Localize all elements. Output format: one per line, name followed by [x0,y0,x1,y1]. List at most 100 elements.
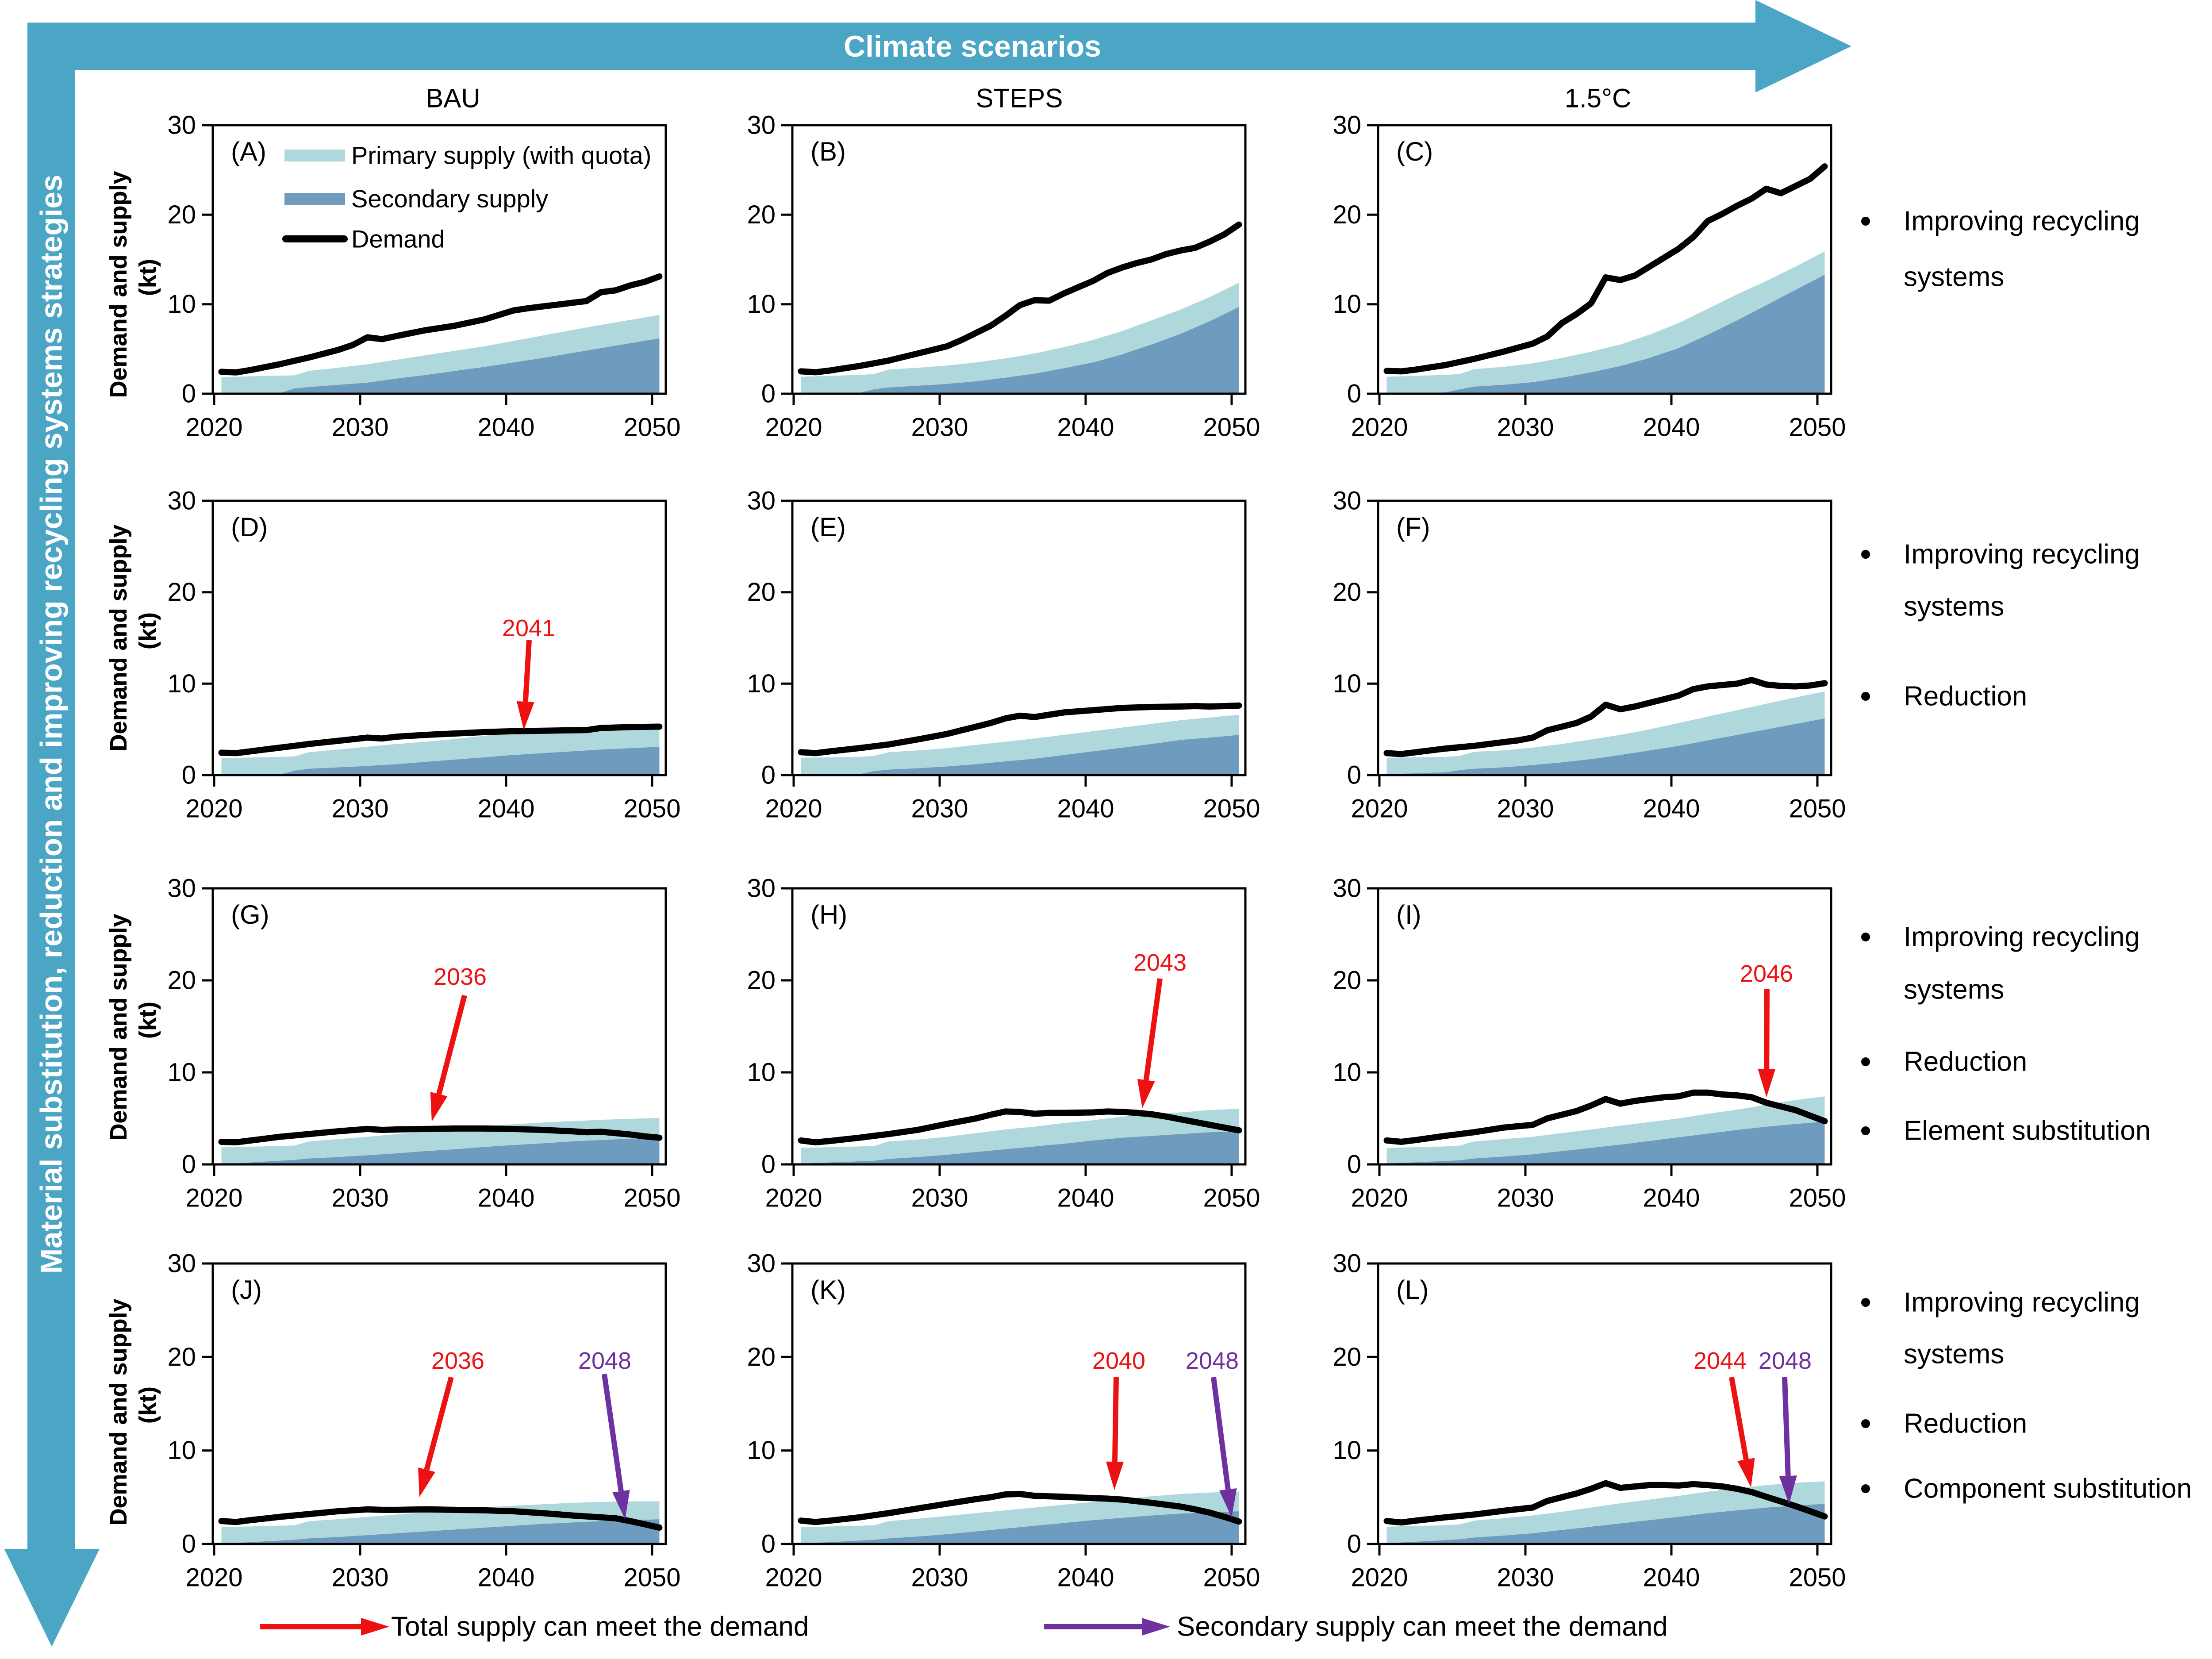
svg-text:2030: 2030 [331,1563,388,1592]
svg-text:Improving recycling: Improving recycling [1904,539,2140,570]
svg-text:Element substitution: Element substitution [1904,1116,2151,1146]
svg-text:20: 20 [747,578,776,607]
svg-text:2030: 2030 [1497,1184,1554,1213]
svg-text:(kt): (kt) [134,259,161,296]
svg-text:10: 10 [1333,669,1361,698]
svg-text:2048: 2048 [578,1348,631,1374]
svg-text:2050: 2050 [623,1184,680,1213]
svg-text:(D): (D) [231,512,268,542]
svg-text:(kt): (kt) [134,1386,161,1424]
svg-text:2040: 2040 [1057,1184,1114,1213]
svg-text:2020: 2020 [1351,1184,1408,1213]
svg-text:2040: 2040 [1643,795,1700,823]
svg-text:Demand and supply: Demand and supply [105,524,132,751]
svg-text:2030: 2030 [331,413,388,442]
svg-text:0: 0 [761,1150,776,1179]
svg-text:Demand and supply: Demand and supply [105,1298,132,1525]
svg-text:0: 0 [761,1530,776,1559]
svg-text:2020: 2020 [1351,1563,1408,1592]
svg-text:30: 30 [167,1249,196,1278]
svg-text:Reduction: Reduction [1904,1409,2027,1439]
svg-text:Improving recycling: Improving recycling [1904,1287,2140,1318]
svg-text:20: 20 [747,1343,776,1371]
svg-text:2030: 2030 [1497,1563,1554,1592]
svg-text:30: 30 [747,1249,776,1278]
svg-text:2044: 2044 [1694,1348,1747,1374]
svg-text:2020: 2020 [765,795,822,823]
svg-text:10: 10 [1333,290,1361,319]
svg-text:Total supply can meet the dema: Total supply can meet the demand [391,1612,809,1642]
svg-text:2050: 2050 [1789,413,1846,442]
svg-text:2040: 2040 [1643,413,1700,442]
svg-text:30: 30 [747,487,776,515]
svg-text:(kt): (kt) [134,259,161,296]
svg-text:2050: 2050 [623,795,680,823]
svg-text:(kt): (kt) [134,1386,161,1424]
svg-text:Climate scenarios: Climate scenarios [844,30,1101,63]
svg-text:(kt): (kt) [134,1386,161,1424]
svg-text:Component substitution: Component substitution [1904,1474,2192,1504]
svg-text:2040: 2040 [1057,795,1114,823]
svg-text:20: 20 [747,200,776,229]
svg-text:(K): (K) [810,1275,846,1305]
svg-text:2030: 2030 [1497,413,1554,442]
svg-text:30: 30 [167,111,196,140]
svg-text:Demand and supply: Demand and supply [105,914,132,1141]
svg-text:2050: 2050 [1789,1184,1846,1213]
svg-text:(L): (L) [1396,1275,1429,1305]
svg-text:2050: 2050 [1203,1184,1260,1213]
svg-text:2040: 2040 [1092,1348,1145,1374]
svg-text:20: 20 [1333,966,1361,995]
svg-text:20: 20 [167,966,196,995]
svg-text:2040: 2040 [477,1563,534,1592]
svg-text:0: 0 [1347,1530,1361,1559]
svg-text:10: 10 [747,669,776,698]
svg-text:2040: 2040 [477,413,534,442]
svg-text:20: 20 [167,1343,196,1371]
svg-text:Reduction: Reduction [1904,1047,2027,1077]
svg-text:10: 10 [167,1436,196,1465]
svg-text:2043: 2043 [1133,949,1187,976]
svg-text:2048: 2048 [1186,1348,1239,1374]
svg-text:(kt): (kt) [134,1002,161,1039]
svg-text:2030: 2030 [911,795,968,823]
svg-text:(kt): (kt) [134,612,161,649]
svg-text:2050: 2050 [1789,1563,1846,1592]
svg-text:2050: 2050 [1203,1563,1260,1592]
svg-text:(B): (B) [810,137,846,166]
svg-text:(A): (A) [231,137,266,166]
svg-text:(I): (I) [1396,900,1421,929]
svg-text:0: 0 [182,380,196,408]
svg-text:30: 30 [747,111,776,140]
svg-text:Demand and supply: Demand and supply [105,524,132,751]
svg-text:30: 30 [1333,874,1361,903]
svg-text:Improving recycling: Improving recycling [1904,922,2140,952]
svg-text:10: 10 [1333,1436,1361,1465]
svg-text:2040: 2040 [477,1184,534,1213]
svg-text:Demand: Demand [351,225,445,253]
svg-text:0: 0 [1347,1150,1361,1179]
svg-text:Demand and supply: Demand and supply [105,914,132,1141]
svg-text:(E): (E) [810,512,846,542]
svg-text:30: 30 [1333,111,1361,140]
svg-text:(J): (J) [231,1275,262,1305]
svg-text:(H): (H) [810,900,847,929]
svg-text:(kt): (kt) [134,612,161,649]
svg-text:(kt): (kt) [134,1002,161,1039]
svg-text:2040: 2040 [1643,1563,1700,1592]
svg-text:(kt): (kt) [134,1002,161,1039]
svg-text:20: 20 [1333,1343,1361,1371]
svg-text:10: 10 [167,669,196,698]
svg-text:2036: 2036 [431,1348,484,1374]
svg-text:Demand and supply: Demand and supply [105,171,132,398]
svg-text:2040: 2040 [1643,1184,1700,1213]
svg-text:2050: 2050 [623,413,680,442]
svg-text:2020: 2020 [765,1184,822,1213]
svg-text:20: 20 [1333,200,1361,229]
svg-text:Demand and supply: Demand and supply [105,1298,132,1525]
svg-text:2020: 2020 [1351,795,1408,823]
svg-text:systems: systems [1904,1339,2004,1370]
svg-text:30: 30 [167,487,196,515]
svg-text:(F): (F) [1396,512,1430,542]
svg-text:1.5°C: 1.5°C [1565,84,1632,113]
